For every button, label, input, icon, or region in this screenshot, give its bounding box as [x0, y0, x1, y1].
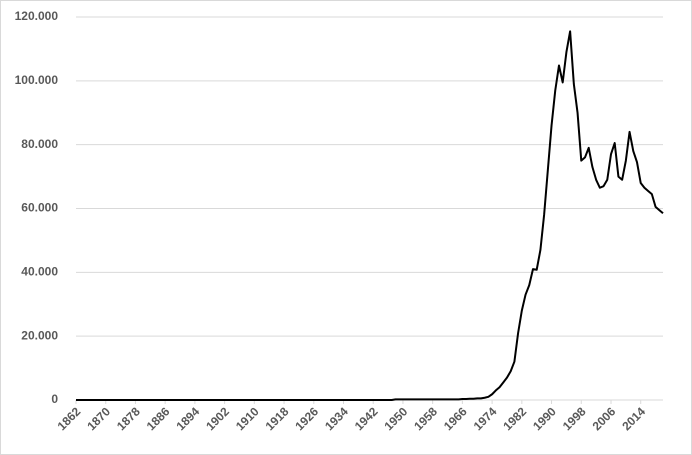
y-tick-label: 60.000 [21, 201, 58, 215]
y-tick-label: 40.000 [21, 265, 58, 279]
y-tick-label: 100.000 [15, 73, 59, 87]
y-tick-label: 20.000 [21, 328, 58, 342]
data-line [76, 30, 664, 401]
y-tick-label: 80.000 [21, 137, 58, 151]
y-tick-label: 120.000 [15, 9, 59, 23]
y-tick-label: 0 [51, 392, 58, 406]
